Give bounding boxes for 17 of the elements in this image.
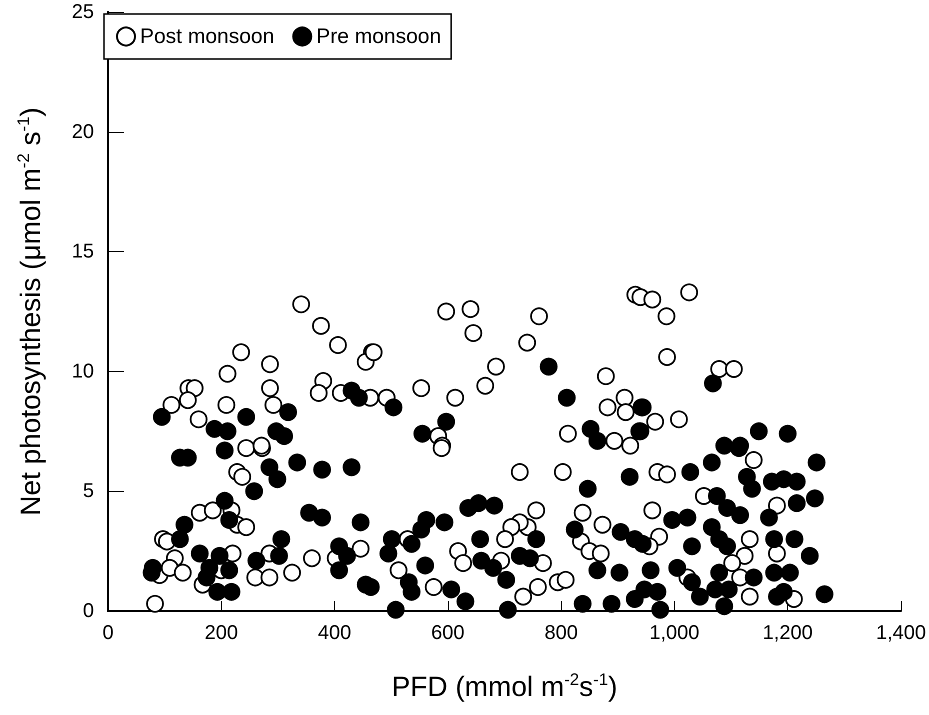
legend-label: Post monsoon (140, 25, 274, 48)
x-tick-label: 0 (102, 622, 114, 644)
x-tick-label: 800 (544, 622, 578, 644)
y-tick-label: 5 (82, 480, 94, 502)
y-axis-title: Net photosynthesis (μmol m-2 s-1) (14, 107, 46, 516)
x-tick-label: 1,400 (876, 622, 926, 644)
x-tick-label: 600 (431, 622, 465, 644)
y-tick-label: 10 (72, 360, 94, 382)
x-tick-label: 400 (318, 622, 352, 644)
legend-label: Pre monsoon (316, 25, 442, 48)
y-tick-label: 0 (82, 600, 94, 622)
x-tick-label: 1,200 (762, 622, 813, 644)
y-tick-label: 15 (72, 240, 94, 263)
y-tick-label: 25 (72, 1, 94, 23)
y-tick-label: 20 (72, 120, 94, 143)
x-tick-label: 200 (204, 622, 238, 644)
x-tick-label: 1,000 (649, 622, 700, 644)
